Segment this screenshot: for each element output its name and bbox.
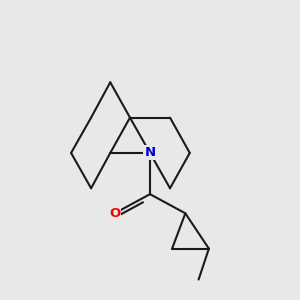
Text: O: O: [109, 207, 120, 220]
Text: N: N: [144, 146, 156, 159]
